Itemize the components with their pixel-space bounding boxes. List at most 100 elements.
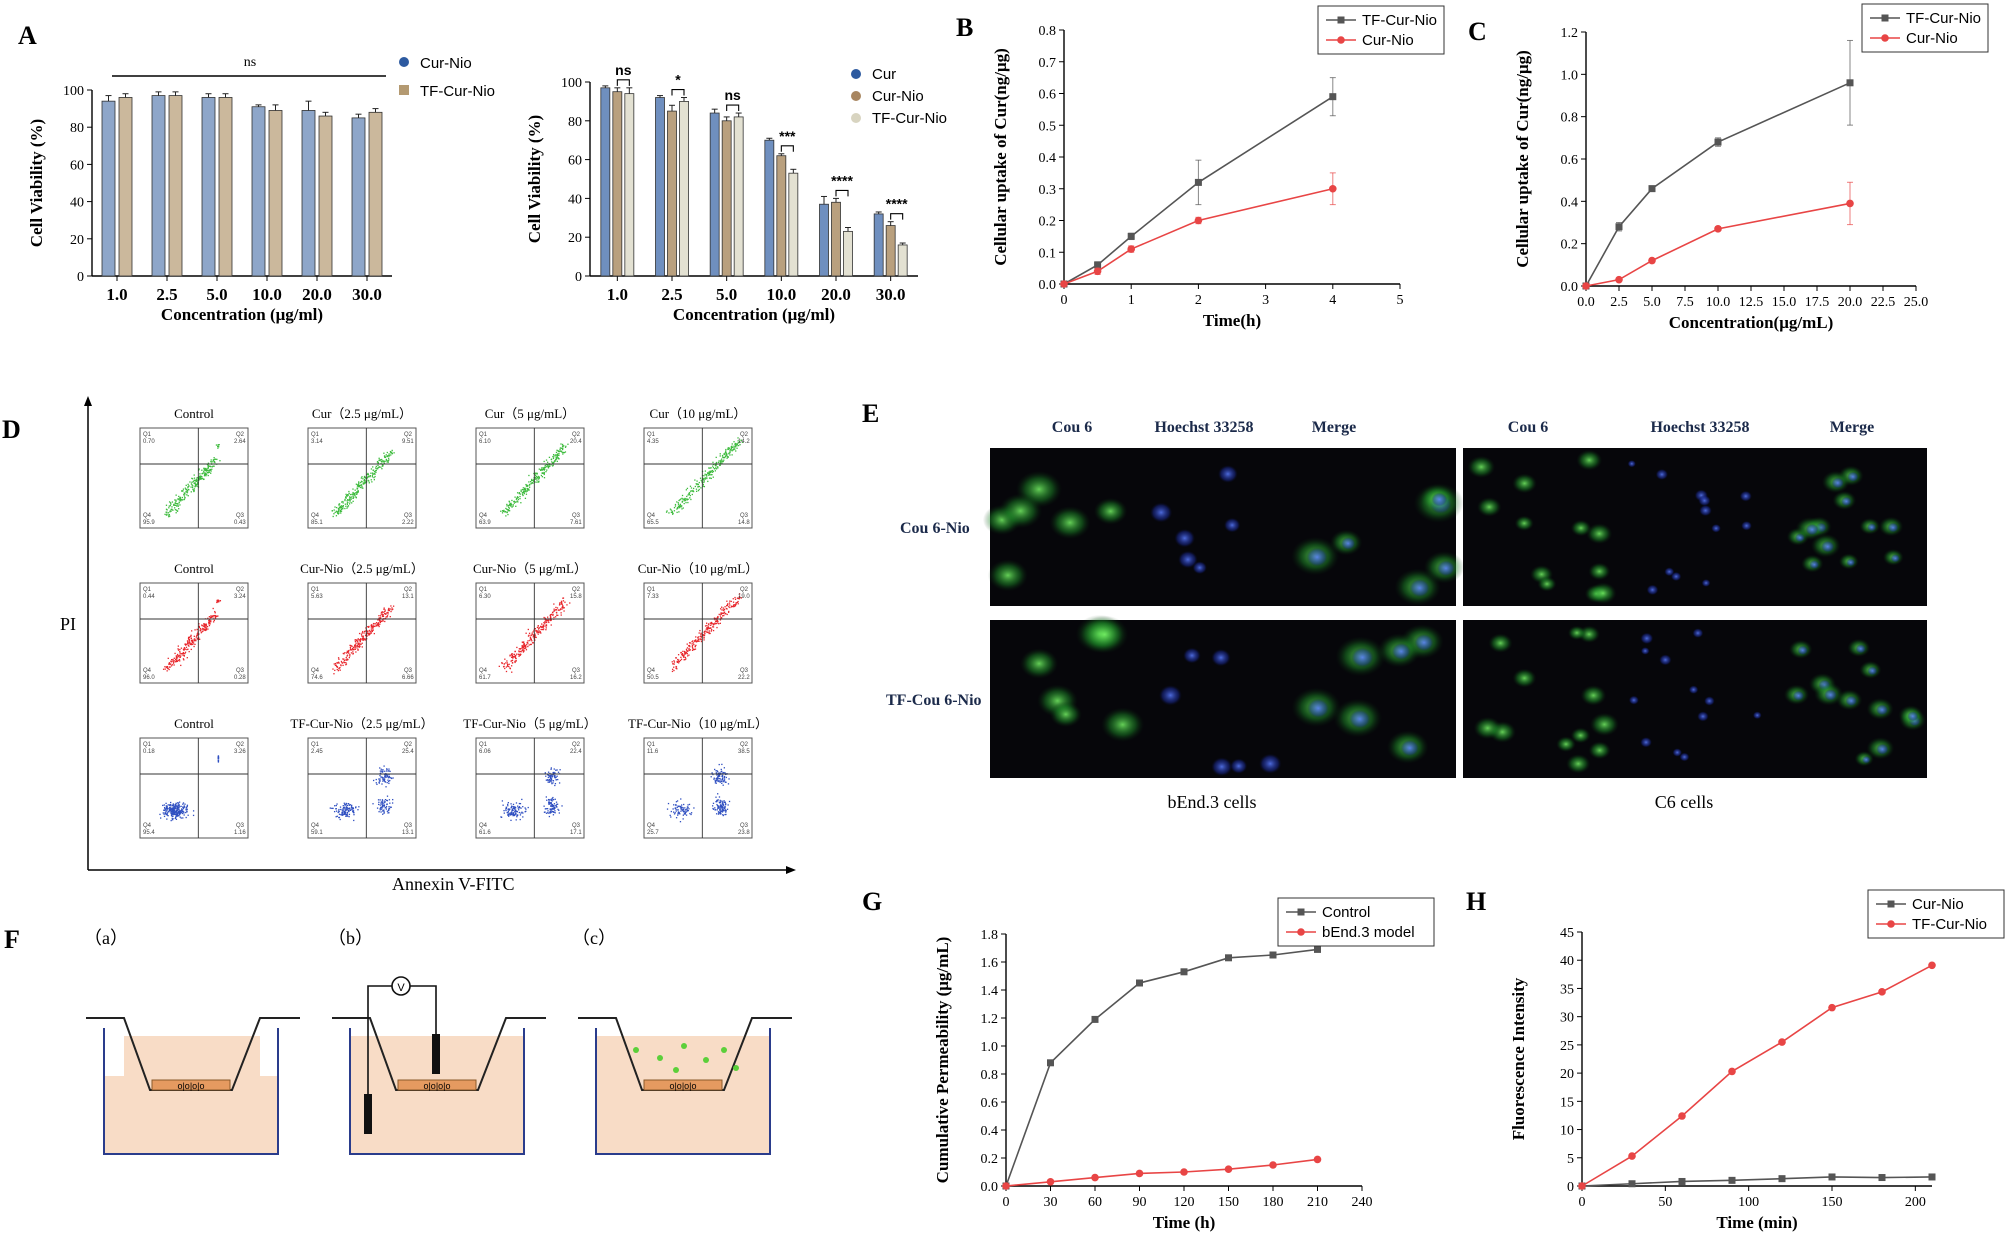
flow-dot	[345, 494, 348, 497]
flow-dot	[723, 775, 726, 778]
flow-dot	[545, 775, 547, 777]
flow-dot	[345, 496, 347, 499]
flow-dot	[550, 809, 552, 811]
flow-dot	[546, 616, 549, 618]
flow-dot	[717, 813, 720, 815]
flow-dot	[527, 642, 529, 644]
flow-dot	[688, 654, 690, 656]
q4-tag: Q4	[311, 668, 320, 674]
flow-dot	[700, 636, 702, 638]
flow-dot	[700, 479, 702, 481]
flow-dot	[345, 496, 347, 498]
legend-marker	[851, 113, 861, 123]
flow-dot	[508, 507, 510, 509]
flow-dot	[180, 817, 182, 819]
data-point	[1135, 1169, 1144, 1178]
flow-dot	[337, 669, 340, 672]
flow-dot	[182, 806, 184, 808]
flow-dot	[386, 799, 388, 801]
flow-dot	[162, 804, 164, 807]
q1-value: 4.35	[647, 439, 659, 445]
flow-dot	[716, 619, 718, 621]
flow-dot	[738, 598, 740, 600]
flow-dot	[556, 803, 558, 805]
flow-dot	[193, 490, 195, 492]
flow-plot-title: Control	[174, 561, 214, 576]
flow-dot	[183, 649, 185, 651]
flow-dot	[537, 481, 539, 483]
flow-dot	[712, 626, 715, 628]
flow-dot	[552, 810, 554, 813]
flow-dot	[548, 464, 550, 466]
data-point	[1194, 178, 1202, 186]
flow-dot	[383, 805, 385, 807]
flow-dot	[554, 616, 557, 618]
flow-dot	[719, 778, 722, 780]
flow-dot	[380, 460, 383, 462]
x-tick-label: 22.5	[1871, 295, 1896, 310]
flow-dot	[543, 460, 545, 463]
y-tick-label: 1.2	[1561, 26, 1579, 41]
flow-dot	[204, 468, 206, 471]
flow-dot	[519, 497, 521, 500]
flow-dot	[384, 775, 386, 778]
data-point	[1714, 138, 1722, 146]
flow-dot	[527, 628, 529, 631]
flow-dot	[549, 617, 552, 619]
flow-dot	[352, 646, 355, 649]
flow-dot	[216, 601, 218, 603]
flow-dot	[504, 658, 506, 660]
flow-dot	[680, 658, 683, 660]
flow-dot	[678, 505, 681, 507]
flow-dot	[169, 510, 171, 512]
flow-dot	[342, 809, 344, 811]
flow-dot	[382, 615, 385, 617]
flow-dot	[549, 775, 551, 778]
flow-dot	[352, 497, 355, 499]
flow-dot	[387, 455, 389, 457]
flow-dot	[725, 613, 727, 615]
flow-dot	[341, 506, 344, 508]
flow-dot	[349, 809, 351, 811]
flow-dot	[510, 505, 512, 507]
flow-dot	[730, 446, 732, 448]
flow-dot	[561, 448, 564, 451]
series-line	[1585, 82, 1851, 287]
flow-dot	[378, 619, 381, 622]
flow-dot	[723, 614, 725, 617]
blue-nucleus	[1741, 520, 1752, 531]
flow-dot	[354, 645, 356, 647]
data-point	[1878, 988, 1886, 996]
x-tick-label: 2	[1195, 293, 1202, 308]
flow-dot	[186, 809, 188, 811]
q3-tag: Q3	[236, 668, 245, 674]
flow-dot	[170, 808, 173, 810]
flow-dot	[519, 648, 521, 650]
flow-dot	[727, 456, 729, 458]
flow-dot	[674, 807, 677, 810]
flow-dot	[563, 451, 565, 454]
flow-dot	[693, 648, 695, 651]
flow-dot	[671, 510, 673, 512]
flow-dot	[727, 448, 729, 451]
flow-plot-frame	[643, 427, 753, 529]
flow-dot	[383, 607, 385, 609]
green-cell	[1467, 455, 1496, 479]
flow-dot	[187, 495, 189, 497]
q2-tag: Q2	[404, 587, 413, 593]
flow-dot	[168, 666, 170, 668]
flow-dot	[212, 607, 214, 610]
q3-value: 0.43	[234, 520, 246, 526]
flow-dot	[525, 493, 528, 495]
green-cell	[1093, 497, 1128, 525]
flow-dot	[546, 808, 549, 810]
flow-dot	[560, 450, 563, 452]
flow-dot	[686, 647, 689, 649]
flow-dot	[725, 811, 727, 813]
mic-column-header: Cou 6	[1508, 419, 1548, 436]
flow-dot	[381, 799, 384, 801]
flow-dot	[506, 503, 508, 506]
flow-dot	[377, 622, 380, 625]
flow-dot	[335, 804, 337, 807]
flow-dot	[170, 503, 172, 505]
